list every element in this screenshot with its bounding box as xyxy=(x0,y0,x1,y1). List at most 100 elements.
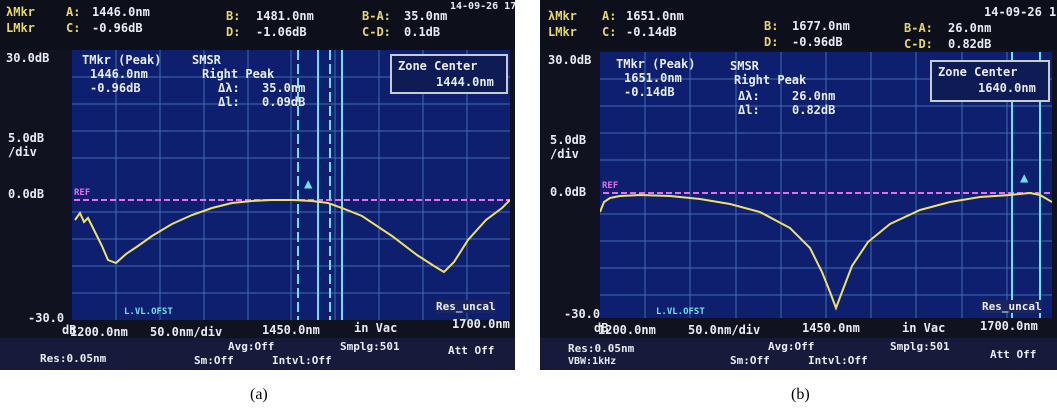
marker-c-value: -0.14dB xyxy=(626,25,677,39)
y-top-label: 30.0dB xyxy=(548,53,592,67)
smsr-delta-lambda-value: 26.0nm xyxy=(792,89,836,103)
x-start-label: 1200.0nm xyxy=(70,325,128,339)
vbw-setting[interactable]: VBW:1kHz xyxy=(568,356,617,367)
marker-d-value: -1.06dB xyxy=(256,25,307,39)
marker-a-key: A: xyxy=(602,9,617,23)
date-stamp: 14-09-26 17 xyxy=(984,5,1057,19)
spectrum-graph xyxy=(72,50,510,320)
y-scale-unit: /div xyxy=(8,145,37,159)
marker-a-key: A: xyxy=(66,5,81,19)
y-bottom-label: -30.0 xyxy=(564,307,601,321)
y-bottom-label: -30.0 xyxy=(28,311,65,325)
level-marker-label: LMkr xyxy=(548,25,577,39)
header-bar: λMkr A: 1651.0nm B: 1677.0nm B-A: 26.0nm… xyxy=(540,0,1057,51)
zone-center-box[interactable]: Zone Center 1640.0nm xyxy=(930,60,1050,102)
marker-d-key: D: xyxy=(764,35,779,49)
marker-c-key: C: xyxy=(66,21,81,35)
marker-readout: TMkr (Peak) 1446.0nm -0.96dB SMSR Right … xyxy=(78,54,328,110)
x-stop-label: 1700.0nm xyxy=(980,319,1038,333)
x-scale-label: 50.0nm/div xyxy=(150,325,223,339)
zone-center-title: Zone Center xyxy=(938,65,1018,79)
sampling-setting[interactable]: Smplg:501 xyxy=(890,340,950,353)
x-medium-label: in Vac xyxy=(902,321,946,335)
marker-title: TMkr (Peak) xyxy=(616,57,696,71)
marker-d-value: -0.96dB xyxy=(792,35,843,49)
peak-marker-icon: ▲ xyxy=(304,176,313,192)
smsr-delta-level-key: Δl: xyxy=(218,95,240,109)
y-bottom-unit: dB xyxy=(62,323,77,337)
wl-marker-label: λMkr xyxy=(6,5,35,19)
resolution-setting[interactable]: Res:0.05nm xyxy=(568,342,635,355)
interval-setting[interactable]: Intvl:Off xyxy=(272,354,332,367)
zone-center-value: 1640.0nm xyxy=(978,81,1036,95)
average-setting[interactable]: Avg:Off xyxy=(228,340,275,353)
ref-tag: REF xyxy=(74,188,91,198)
y-ref-label: 0.0dB xyxy=(8,187,45,201)
c-minus-d-value: 0.1dB xyxy=(404,25,441,39)
smsr-delta-level-value: 0.82dB xyxy=(792,103,836,117)
zone-center-box[interactable]: Zone Center 1444.0nm xyxy=(390,54,508,94)
smsr-delta-lambda-key: Δλ: xyxy=(218,81,240,95)
peak-marker-icon: ▲ xyxy=(1020,170,1029,186)
b-minus-a-value: 26.0nm xyxy=(948,21,992,35)
marker-title: TMkr (Peak) xyxy=(82,53,162,67)
marker-d-key: D: xyxy=(226,25,241,39)
zone-center-value: 1444.0nm xyxy=(436,75,494,89)
spectrum-trace xyxy=(74,199,510,274)
smsr-delta-lambda-value: 35.0nm xyxy=(262,81,306,95)
spectrum-trace xyxy=(600,191,1052,311)
smsr-mode: Right Peak xyxy=(202,67,275,81)
res-uncal-tag: Res_uncal xyxy=(982,300,1042,313)
x-center-label: 1450.0nm xyxy=(262,323,320,337)
smsr-mode: Right Peak xyxy=(734,73,807,87)
marker-readout: TMkr (Peak) 1651.0nm -0.14dB SMSR Right … xyxy=(610,54,900,117)
c-minus-d-value: 0.82dB xyxy=(948,37,992,51)
x-scale-label: 50.0nm/div xyxy=(688,323,761,337)
smoothing-setting[interactable]: Sm:Off xyxy=(730,354,770,367)
plot-area: REF ▲ L.VL.OFST Res_uncal TMkr (Peak) 16… xyxy=(600,52,1052,318)
date-stamp: 14-09-26 17 xyxy=(450,1,515,12)
b-minus-a-value: 35.0nm xyxy=(404,9,448,23)
res-uncal-tag: Res_uncal xyxy=(436,300,496,313)
osa-photo-a: λMkr A: 1446.0nm B: 1481.0nm B-A: 35.0nm… xyxy=(0,0,515,370)
marker-a-value: 1651.0nm xyxy=(626,9,684,23)
attenuator-setting[interactable]: Att Off xyxy=(448,344,495,357)
marker-a-value: 1446.0nm xyxy=(92,5,150,19)
y-bottom-unit: dB xyxy=(594,321,609,335)
marker-b-value: 1481.0nm xyxy=(256,9,314,23)
marker-c-value: -0.96dB xyxy=(92,21,143,35)
smsr-delta-lambda-key: Δλ: xyxy=(738,89,760,103)
header-bar: λMkr A: 1446.0nm B: 1481.0nm B-A: 35.0nm… xyxy=(0,0,515,50)
attenuator-setting[interactable]: Att Off xyxy=(990,348,1037,361)
x-medium-label: in Vac xyxy=(354,321,398,335)
caption-a: (a) xyxy=(250,386,268,403)
x-stop-label: 1700.0nm xyxy=(452,317,510,331)
smsr-title: SMSR xyxy=(730,59,759,73)
sampling-setting[interactable]: Smplg:501 xyxy=(340,340,400,353)
level-offset-tag: L.VL.OFST xyxy=(656,307,705,317)
smsr-title: SMSR xyxy=(192,53,221,67)
wl-marker-label: λMkr xyxy=(548,9,577,23)
y-scale-label: 5.0dB xyxy=(8,131,45,145)
y-scale-unit: /div xyxy=(550,147,579,161)
x-center-label: 1450.0nm xyxy=(802,321,860,335)
smsr-delta-level-value: 0.09dB xyxy=(262,95,306,109)
marker-level: -0.14dB xyxy=(624,85,675,99)
average-setting[interactable]: Avg:Off xyxy=(768,340,815,353)
c-minus-d-key: C-D: xyxy=(362,25,391,39)
smoothing-setting[interactable]: Sm:Off xyxy=(194,354,234,367)
y-ref-label: 0.0dB xyxy=(550,185,587,199)
c-minus-d-key: C-D: xyxy=(904,37,933,51)
marker-level: -0.96dB xyxy=(90,81,141,95)
interval-setting[interactable]: Intvl:Off xyxy=(808,354,868,367)
marker-wavelength: 1446.0nm xyxy=(90,67,148,81)
x-start-label: 1200.0nm xyxy=(598,323,656,337)
osa-photo-b: λMkr A: 1651.0nm B: 1677.0nm B-A: 26.0nm… xyxy=(540,0,1057,370)
resolution-setting[interactable]: Res:0.05nm xyxy=(40,352,107,365)
marker-c-key: C: xyxy=(602,25,617,39)
marker-b-value: 1677.0nm xyxy=(792,19,850,33)
b-minus-a-key: B-A: xyxy=(362,9,391,23)
settings-footer: Res:0.05nm VBW:1kHz Avg:Off Smplg:501 Sm… xyxy=(540,338,1057,370)
marker-wavelength: 1651.0nm xyxy=(624,71,682,85)
level-marker-label: LMkr xyxy=(6,21,35,35)
